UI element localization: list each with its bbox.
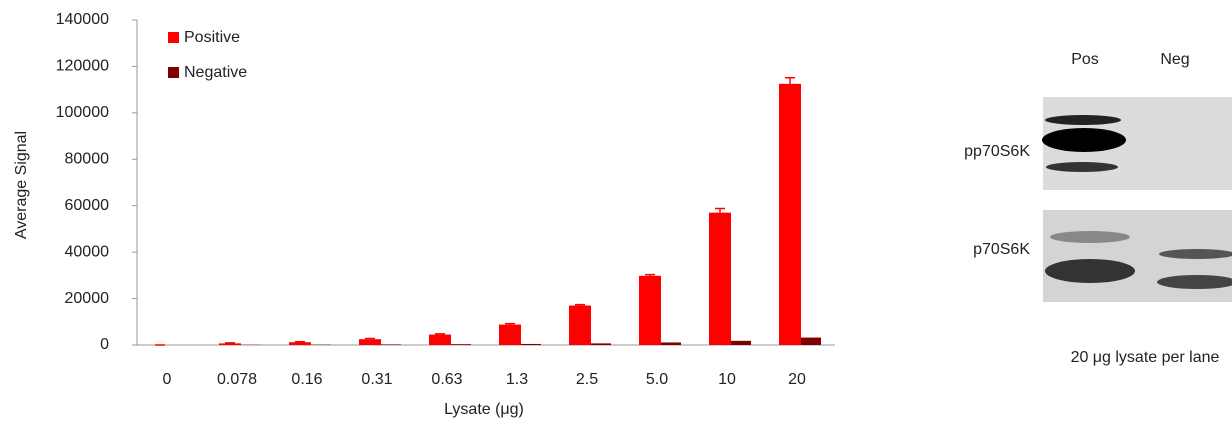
error-bar [645,275,655,276]
legend-label: Negative [184,64,247,81]
bar [779,84,801,345]
y-tick-label: 80000 [65,151,110,168]
blot-band [1159,249,1232,259]
blot-band [1045,115,1121,125]
legend-swatch [168,67,179,78]
blot-band [1050,231,1130,243]
x-tick-label: 5.0 [646,371,668,388]
western-blot [1042,97,1232,302]
bar [569,306,591,345]
bar [639,276,661,345]
bar [451,344,471,345]
bar [661,342,681,345]
row-label: p70S6K [973,241,1030,258]
y-tick-label: 140000 [56,11,109,28]
y-axis-label: Average Signal [13,131,30,239]
bar [709,213,731,345]
lane-label: Pos [1071,51,1099,68]
blot-band [1042,128,1126,152]
bar [731,341,751,345]
x-tick-label: 1.3 [506,371,528,388]
error-bar [715,209,725,213]
y-tick-label: 120000 [56,58,109,75]
x-tick-label: 10 [718,371,736,388]
x-tick-label: 0 [163,371,172,388]
blot-caption: 20 μg lysate per lane [1071,349,1220,366]
bar [359,339,381,345]
x-tick-label: 0.16 [291,371,322,388]
error-bar [365,339,375,340]
error-bar [505,324,515,325]
error-bar [785,78,795,84]
error-bar [435,334,445,335]
y-tick-label: 20000 [65,290,110,307]
y-tick-label: 0 [100,336,109,353]
bar [801,338,821,345]
bar [521,344,541,345]
legend-swatch [168,32,179,43]
bar [591,343,611,345]
x-tick-label: 2.5 [576,371,598,388]
bar [289,342,311,345]
lane-label: Neg [1160,51,1189,68]
bar [429,335,451,345]
bar [499,325,521,345]
y-tick-label: 100000 [56,104,109,121]
y-tick-label: 60000 [65,197,110,214]
legend-label: Positive [184,29,240,46]
x-axis-label: Lysate (μg) [444,401,524,418]
error-bar [575,305,585,306]
blot-band [1046,162,1118,172]
blot-band [1045,259,1135,283]
bar [381,344,401,345]
y-tick-label: 40000 [65,243,110,260]
x-tick-label: 20 [788,371,806,388]
row-label: pp70S6K [964,143,1030,160]
x-tick-label: 0.63 [431,371,462,388]
x-tick-label: 0.078 [217,371,257,388]
x-tick-label: 0.31 [361,371,392,388]
